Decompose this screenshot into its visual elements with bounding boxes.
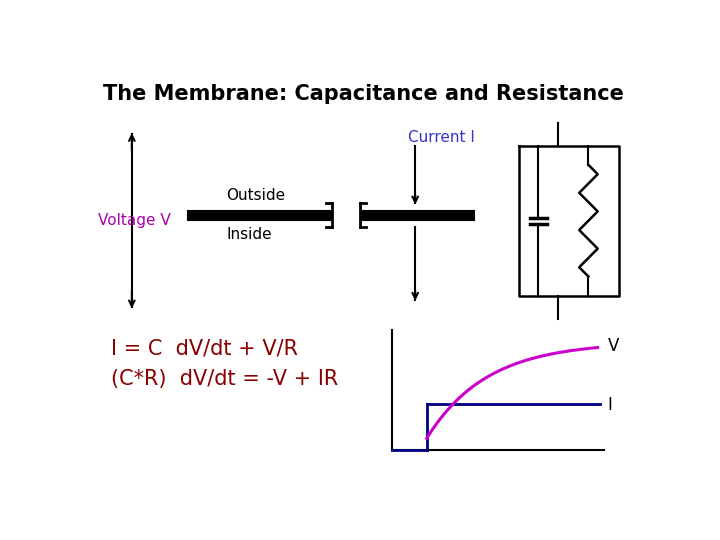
Text: Inside: Inside [227,227,272,242]
Text: Voltage V: Voltage V [98,213,171,228]
Text: I = C  dV/dt + V/R: I = C dV/dt + V/R [111,338,298,358]
Text: Current I: Current I [408,130,474,145]
Text: I: I [608,396,613,414]
Text: V: V [608,337,619,355]
Text: (C*R)  dV/dt = -V + IR: (C*R) dV/dt = -V + IR [111,369,338,389]
Text: The Membrane: Capacitance and Resistance: The Membrane: Capacitance and Resistance [104,84,624,104]
Text: Outside: Outside [227,188,286,203]
